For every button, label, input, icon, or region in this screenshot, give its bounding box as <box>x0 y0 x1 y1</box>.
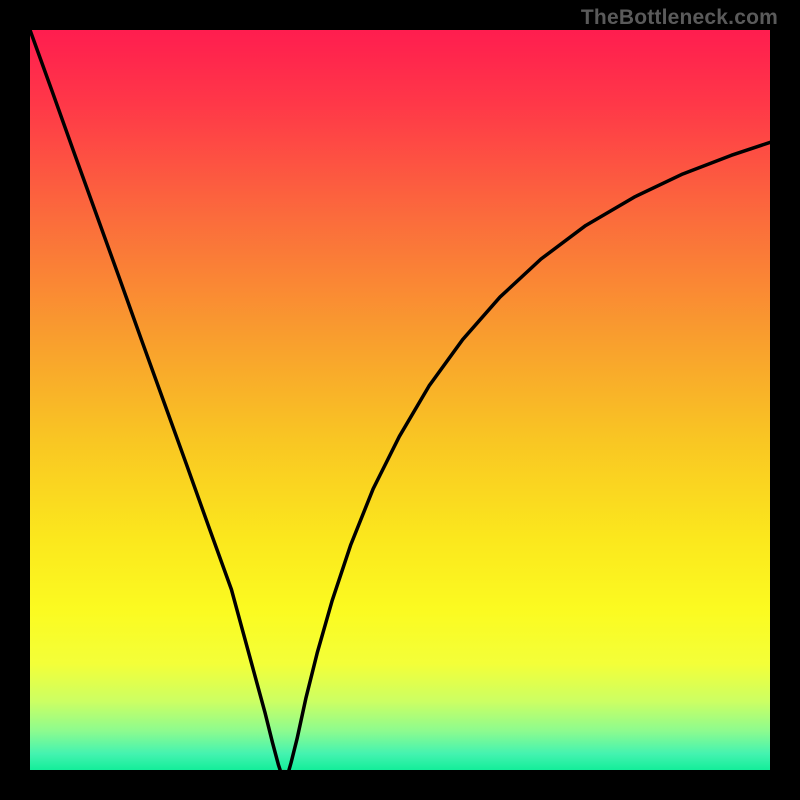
watermark-text: TheBottleneck.com <box>581 6 778 30</box>
frame <box>0 0 30 800</box>
bottleneck-chart <box>0 0 800 800</box>
frame <box>0 770 800 800</box>
chart-container: TheBottleneck.com <box>0 0 800 800</box>
frame <box>770 0 800 800</box>
plot-background <box>30 30 776 776</box>
